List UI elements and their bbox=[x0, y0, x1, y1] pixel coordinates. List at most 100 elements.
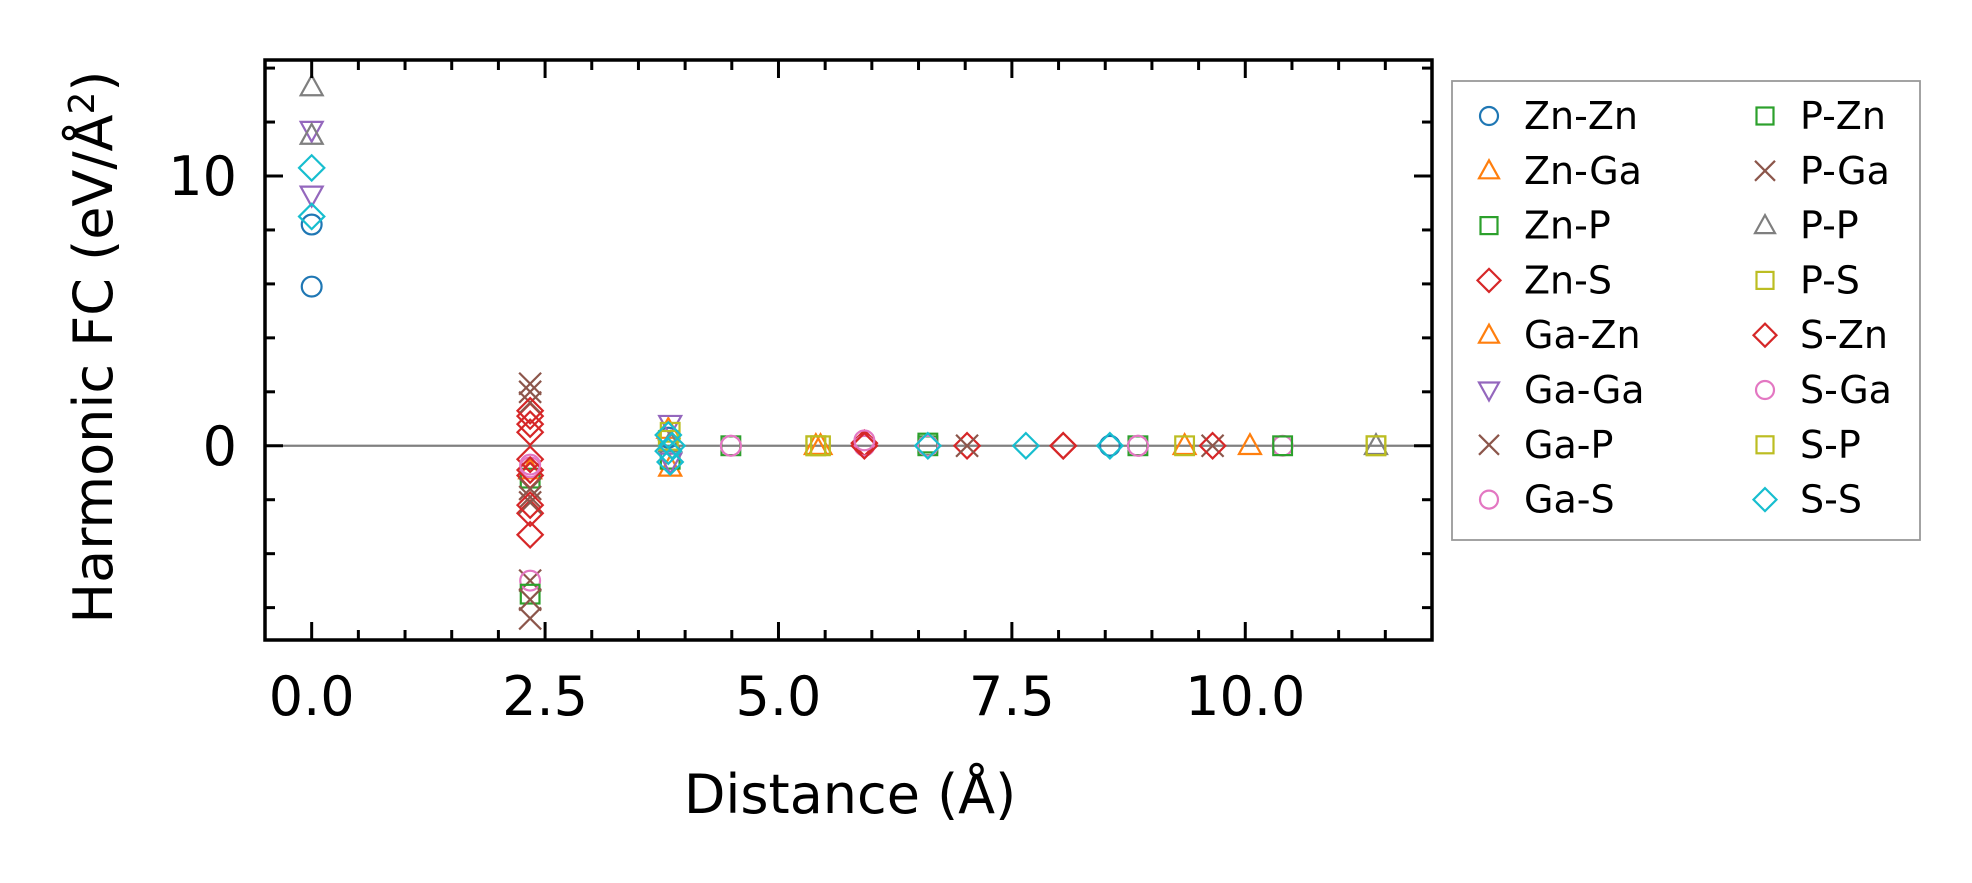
legend-marker bbox=[1479, 216, 1499, 236]
point-ga-s-1 bbox=[519, 569, 542, 592]
point-p-ga-2 bbox=[518, 587, 542, 612]
x-tick-label: 2.5 bbox=[502, 665, 588, 728]
legend-marker bbox=[1477, 158, 1501, 180]
legend-marker bbox=[1475, 267, 1503, 294]
legend-marker bbox=[1751, 486, 1779, 513]
point-s-zn-4 bbox=[850, 431, 879, 460]
legend-entry-s-ga: S-Ga bbox=[1754, 368, 1892, 412]
y-axis-label: Harmonic FC (eV/Å2) bbox=[61, 71, 125, 624]
x-tick-label: 7.5 bbox=[969, 665, 1055, 728]
point-ga-ga-1 bbox=[298, 185, 325, 209]
legend-entry-s-p: S-P bbox=[1755, 423, 1861, 467]
point-s-s-4 bbox=[655, 447, 685, 477]
point-s-ga-2 bbox=[853, 429, 876, 452]
point-s-zn-2 bbox=[515, 455, 545, 485]
point-p-p-0 bbox=[298, 73, 325, 97]
legend-label: Zn-S bbox=[1524, 258, 1612, 302]
legend-marker bbox=[1753, 212, 1777, 235]
point-s-ga-1 bbox=[719, 434, 742, 457]
legend-label: S-S bbox=[1800, 478, 1862, 522]
x-tick-label: 10.0 bbox=[1185, 665, 1305, 728]
legend-label: Zn-Zn bbox=[1524, 94, 1638, 138]
legend-marker bbox=[1477, 322, 1501, 344]
legend-entry-ga-p: Ga-P bbox=[1478, 423, 1613, 467]
point-s-s-1 bbox=[297, 202, 326, 231]
legend-label: S-Ga bbox=[1800, 368, 1892, 412]
point-p-zn-0 bbox=[519, 583, 541, 605]
legend-label: P-P bbox=[1800, 204, 1859, 248]
legend-label: Ga-Zn bbox=[1524, 313, 1641, 357]
legend-entry-p-p: P-P bbox=[1753, 204, 1859, 248]
legend-entry-ga-zn: Ga-Zn bbox=[1477, 313, 1641, 357]
legend-entry-p-ga: P-Ga bbox=[1754, 149, 1890, 193]
legend-marker bbox=[1478, 434, 1500, 456]
point-s-s-2 bbox=[654, 420, 683, 450]
legend-entry-s-zn: S-Zn bbox=[1751, 313, 1888, 357]
point-s-ga-4 bbox=[1126, 434, 1149, 457]
axes: 0.0 2.5 5.0 7.5 10.0 0 10 bbox=[168, 58, 1434, 728]
point-s-zn-6 bbox=[1198, 431, 1227, 460]
legend-box bbox=[1451, 80, 1921, 541]
legend-marker bbox=[1751, 322, 1779, 349]
point-s-ga-0 bbox=[519, 453, 542, 476]
legend-marker bbox=[1477, 381, 1501, 403]
legend-marker bbox=[1755, 270, 1775, 290]
legend-label: S-Zn bbox=[1800, 313, 1888, 357]
point-ga-ga-3 bbox=[657, 452, 684, 476]
y-tick-label: 10 bbox=[168, 145, 237, 208]
plot-frame bbox=[263, 58, 1434, 642]
legend-entry-ga-ga: Ga-Ga bbox=[1477, 368, 1645, 412]
legend-entry-ga-s: Ga-S bbox=[1478, 478, 1615, 522]
point-ga-s-3 bbox=[853, 434, 876, 457]
legend-label: Ga-P bbox=[1524, 423, 1613, 467]
legend-label: P-Zn bbox=[1800, 94, 1886, 138]
point-s-ga-3 bbox=[916, 434, 939, 457]
point-p-ga-1 bbox=[518, 485, 542, 509]
legend-entry-s-s: S-S bbox=[1751, 478, 1862, 522]
legend-entry-zn-s: Zn-S bbox=[1475, 258, 1612, 302]
legend-label: P-S bbox=[1800, 258, 1860, 302]
y-tick-label: 0 bbox=[203, 415, 237, 478]
plot-area bbox=[265, 73, 1432, 631]
point-s-zn-3 bbox=[515, 490, 545, 520]
point-s-s-7 bbox=[1011, 431, 1041, 460]
point-s-s-8 bbox=[1095, 431, 1125, 460]
legend-entry-zn-p: Zn-P bbox=[1479, 204, 1611, 248]
point-ga-p-5 bbox=[518, 606, 542, 631]
y-axis-label-sup: 2 bbox=[62, 92, 103, 115]
legend-marker bbox=[1478, 105, 1500, 127]
legend-label: Ga-Ga bbox=[1524, 368, 1645, 412]
x-tick-label: 5.0 bbox=[736, 665, 822, 728]
legend-entry-p-s: P-S bbox=[1755, 258, 1860, 302]
x-tick-label: 0.0 bbox=[269, 665, 355, 728]
point-ga-p-0 bbox=[518, 371, 542, 396]
point-zn-s-7 bbox=[952, 431, 982, 460]
point-zn-s-5 bbox=[515, 520, 545, 549]
y-axis-label-close: ) bbox=[62, 71, 125, 92]
legend-label: S-P bbox=[1800, 423, 1861, 467]
point-ga-p-1 bbox=[518, 390, 542, 415]
legend-marker bbox=[1754, 379, 1776, 401]
point-zn-zn-4 bbox=[1098, 434, 1121, 457]
point-s-p-2 bbox=[1174, 435, 1196, 457]
legend-entry-zn-ga: Zn-Ga bbox=[1477, 149, 1642, 193]
legend-label: Zn-Ga bbox=[1524, 149, 1642, 193]
point-zn-zn-0 bbox=[300, 213, 323, 236]
point-p-zn-3 bbox=[1272, 435, 1294, 457]
point-s-p-1 bbox=[805, 435, 827, 457]
x-axis-label: Distance (Å) bbox=[684, 762, 1016, 826]
point-s-s-5 bbox=[657, 431, 687, 460]
legend-label: P-Ga bbox=[1800, 149, 1890, 193]
point-s-zn-5 bbox=[1049, 431, 1078, 460]
legend: Zn-Zn Zn-Ga Zn-P Zn-S Ga-Zn Ga-Ga Ga-P Ga-S P-Zn… bbox=[1451, 80, 1921, 541]
point-p-ga-3 bbox=[955, 433, 979, 458]
legend-marker bbox=[1754, 160, 1776, 182]
point-p-p-1 bbox=[298, 121, 325, 145]
point-zn-zn-1 bbox=[300, 275, 323, 298]
point-s-s-0 bbox=[297, 153, 326, 183]
legend-entry-p-zn: P-Zn bbox=[1755, 94, 1886, 138]
point-zn-s-2 bbox=[515, 445, 545, 474]
y-axis-label-main: Harmonic FC (eV/Å bbox=[61, 114, 125, 623]
legend-label: Zn-P bbox=[1524, 204, 1611, 248]
